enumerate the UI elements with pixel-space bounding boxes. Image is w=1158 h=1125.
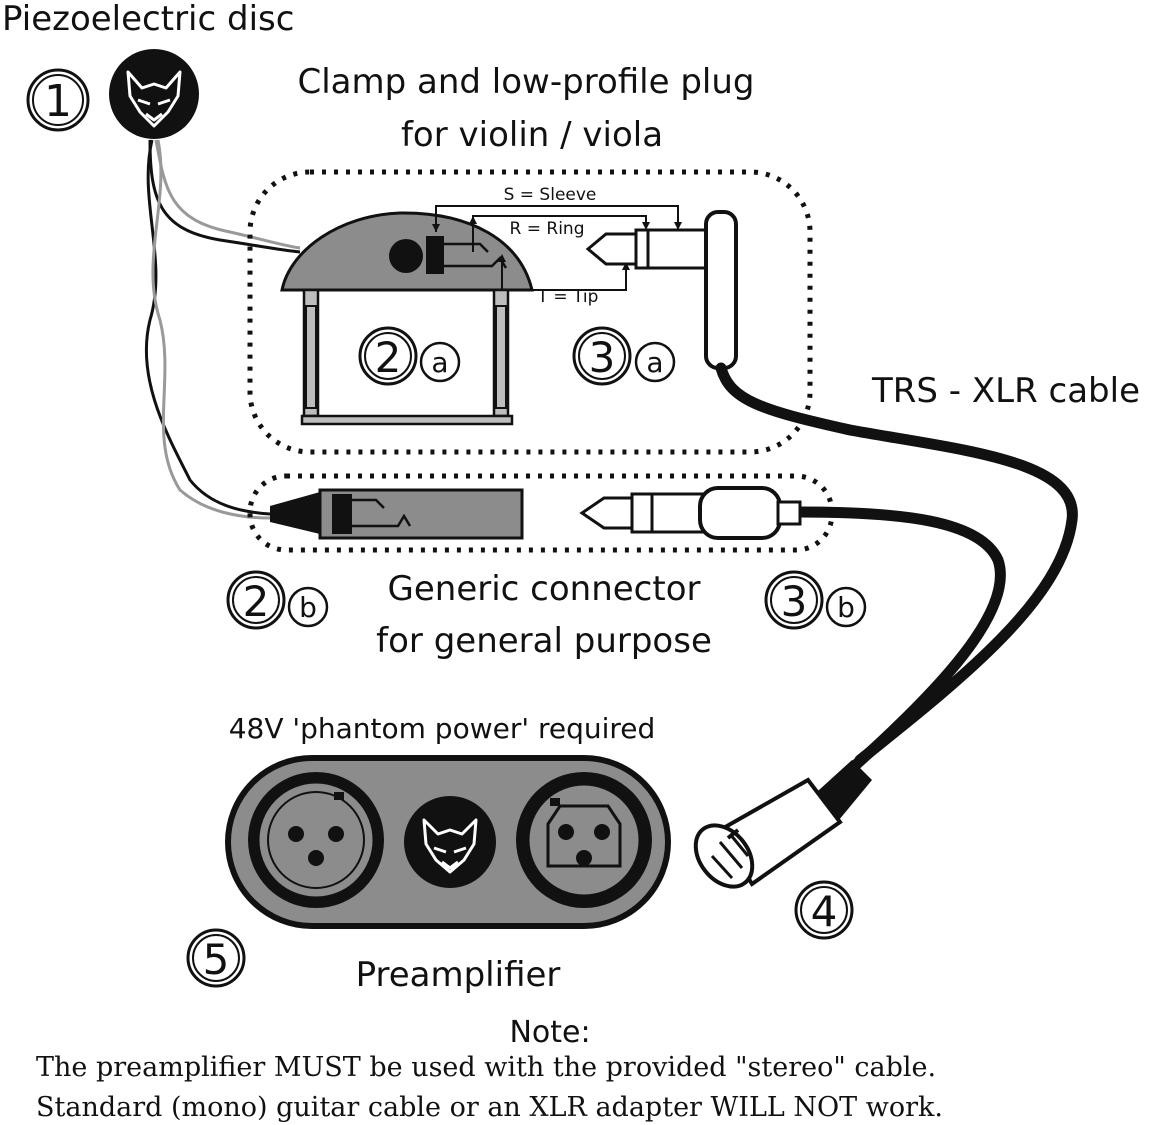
sleeve-label: S = Sleeve [504, 185, 597, 205]
xlr-female-socket [516, 772, 652, 908]
marker-1: 1 [26, 68, 90, 132]
xlr-male-plug [693, 760, 872, 889]
svg-text:5: 5 [203, 935, 230, 984]
svg-text:b: b [837, 591, 855, 624]
marker-3a: 3 a [572, 326, 676, 386]
svg-text:2: 2 [243, 577, 270, 626]
svg-text:2: 2 [375, 333, 402, 382]
marker-2b: 2 b [226, 570, 329, 630]
ring-label: R = Ring [510, 219, 585, 239]
note-line-1: The preamplifier MUST be used with the p… [36, 1052, 936, 1083]
generic-label-line2: for general purpose [376, 621, 712, 661]
trs-pin-arrowheads [432, 216, 682, 270]
disc-label: Piezoelectric disc [2, 0, 294, 39]
clamp-label-line1: Clamp and low-profile plug [298, 62, 755, 102]
phantom-power-label: 48V 'phantom power' required [229, 712, 656, 745]
preamplifier [225, 755, 671, 929]
svg-text:3: 3 [589, 333, 616, 382]
svg-text:a: a [431, 346, 448, 379]
fox-logo-icon [422, 818, 478, 874]
svg-text:a: a [646, 346, 663, 379]
twisted-cable-lower [144, 139, 271, 520]
note-title: Note: [509, 1015, 590, 1050]
note-line-2: Standard (mono) guitar cable or an XLR a… [36, 1092, 943, 1123]
marker-4: 4 [794, 880, 854, 940]
tip-label: T = Tip [537, 287, 599, 307]
trs-xlr-cable-label: TRS - XLR cable [871, 371, 1140, 411]
marker-2a: 2 a [358, 326, 461, 386]
generic-group-box [247, 473, 835, 553]
twisted-cable-upper [148, 139, 301, 254]
svg-text:1: 1 [44, 76, 72, 127]
marker-3b: 3 b [764, 570, 867, 630]
generic-female-jack [270, 488, 524, 540]
xlr-male-socket [248, 772, 384, 908]
generic-label-line1: Generic connector [388, 569, 701, 609]
piezo-disc [109, 49, 199, 139]
straight-trs-plug [579, 486, 802, 540]
preamp-label: Preamplifier [356, 955, 561, 995]
trs-xlr-cable [715, 362, 1078, 776]
fox-logo-icon [126, 70, 182, 128]
clamp-group-box [247, 169, 813, 455]
marker-5: 5 [186, 928, 246, 988]
svg-text:3: 3 [781, 577, 808, 626]
svg-text:b: b [299, 591, 317, 624]
clamp-body [280, 211, 534, 426]
clamp-label-line2: for violin / viola [401, 115, 663, 155]
fox-badge [404, 796, 496, 888]
svg-text:4: 4 [811, 887, 838, 936]
